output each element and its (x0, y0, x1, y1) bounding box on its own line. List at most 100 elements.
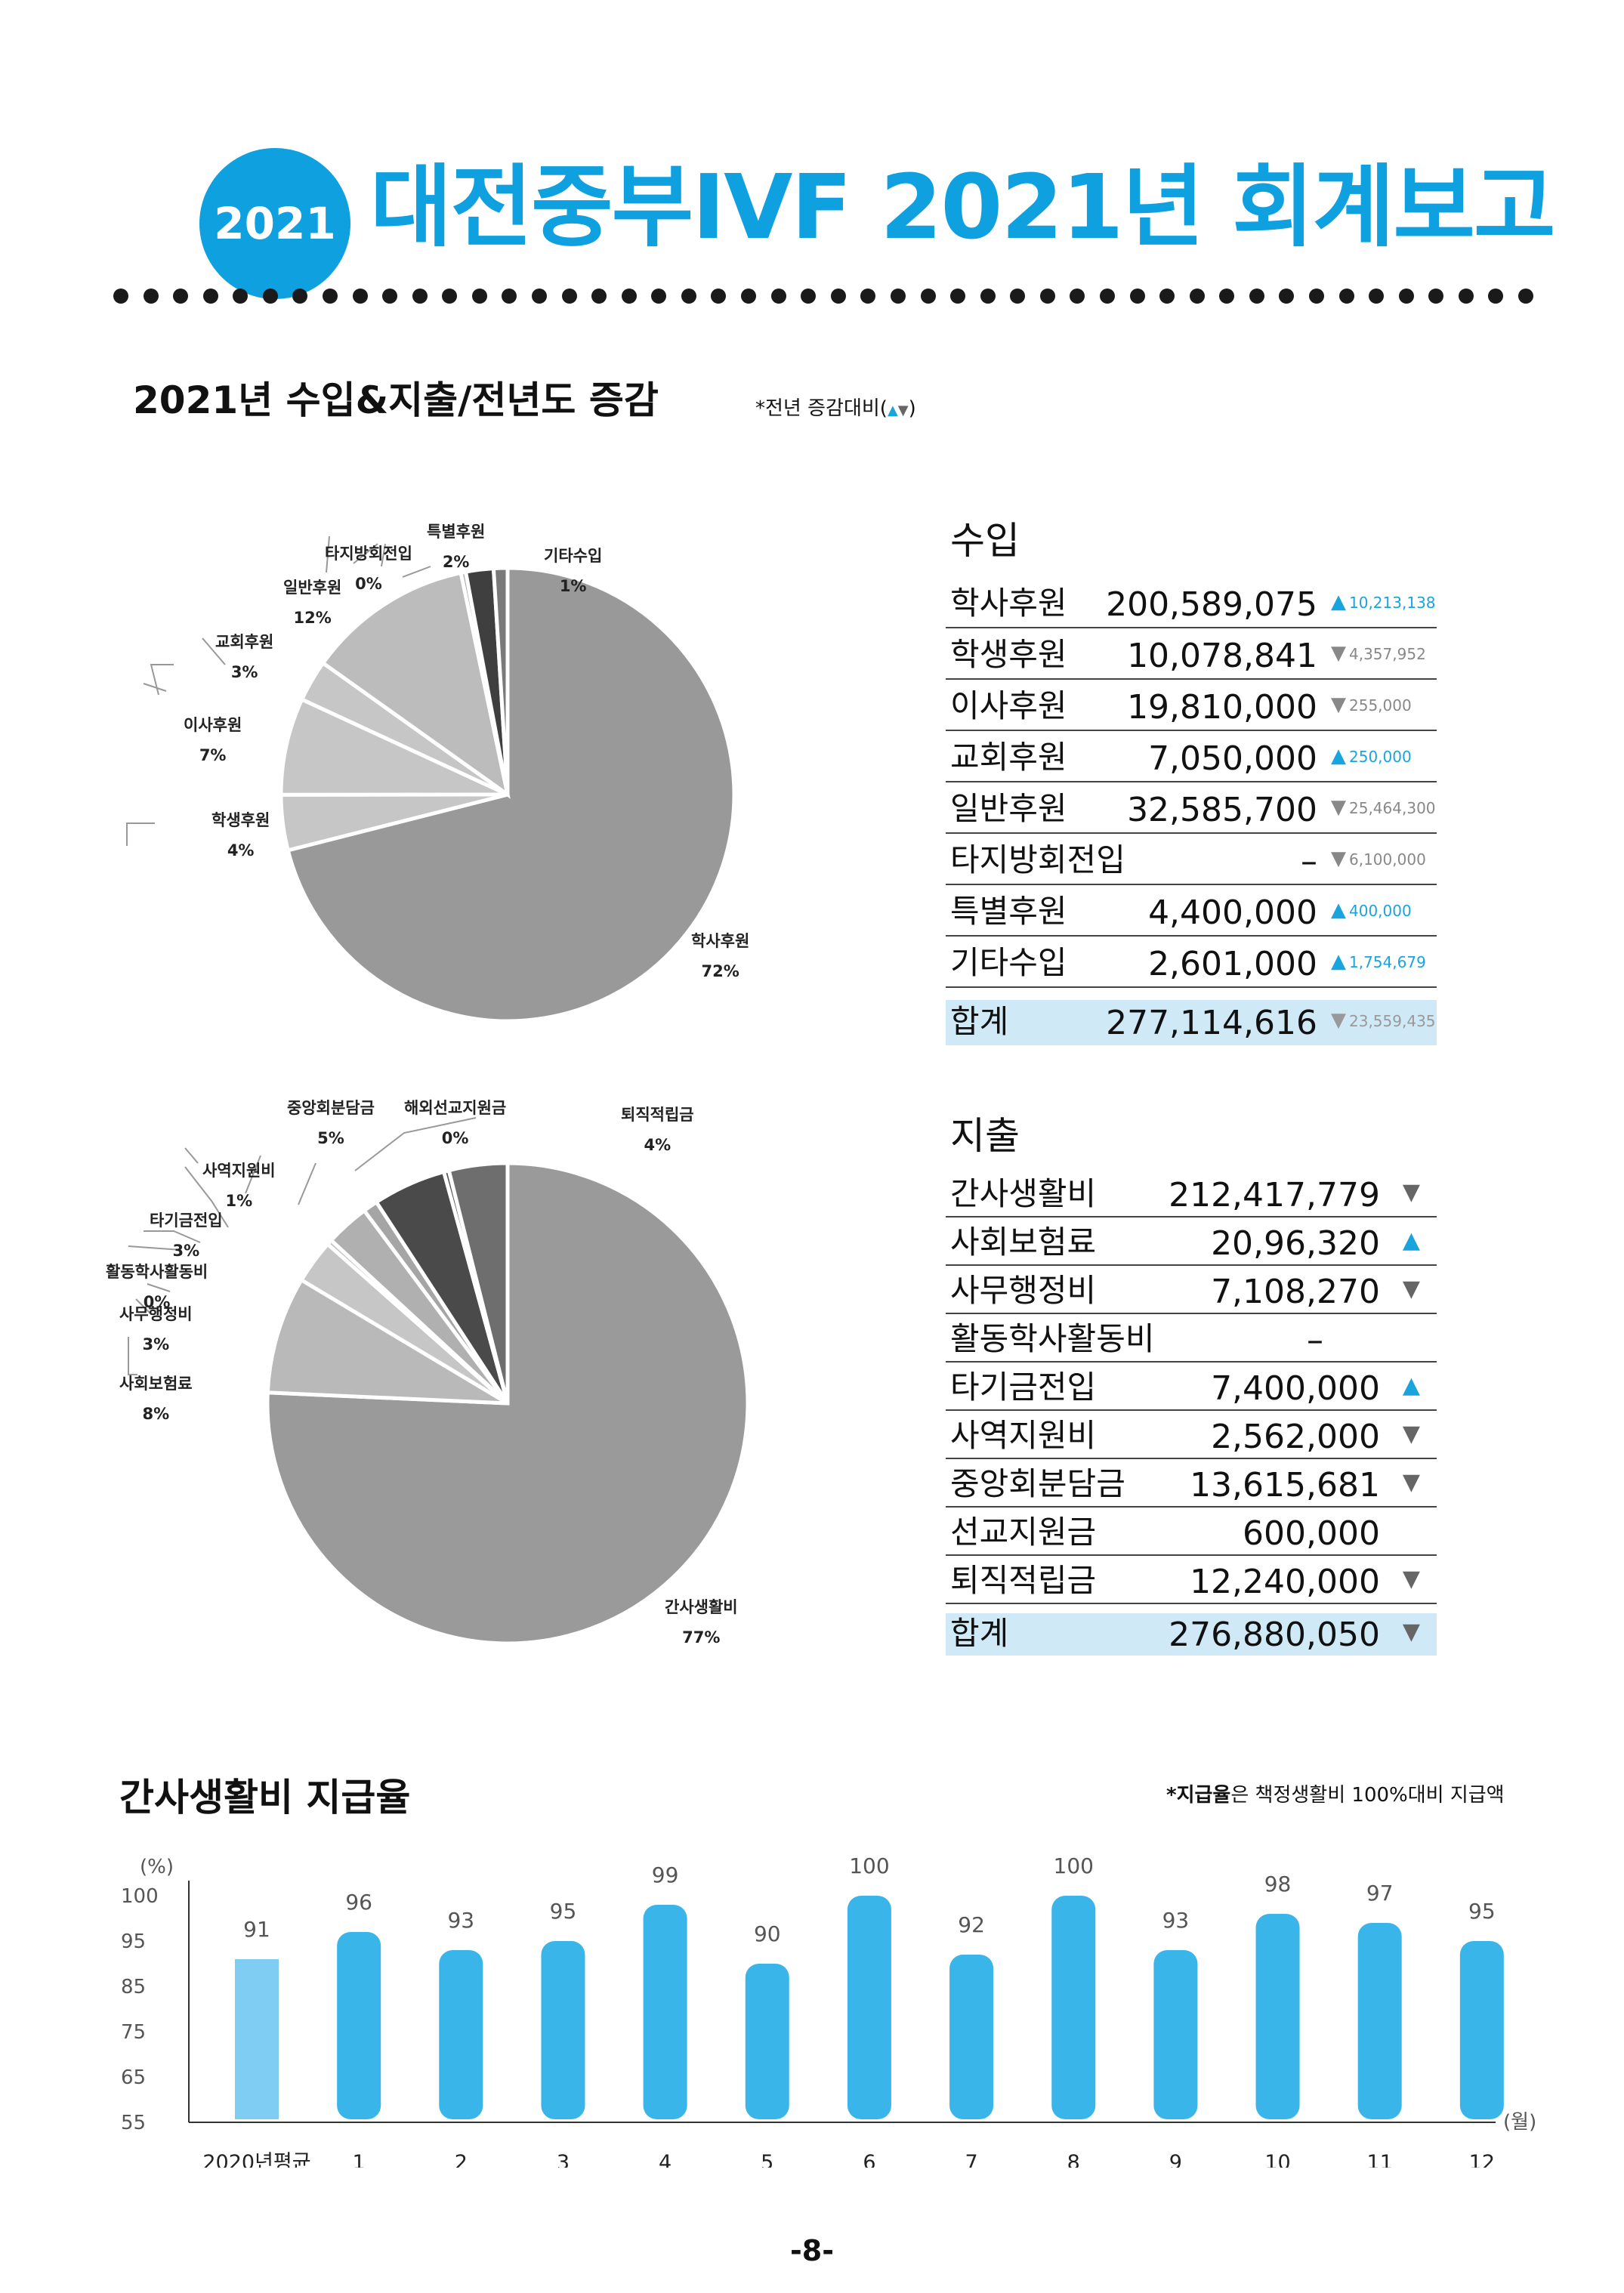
bar (541, 1941, 585, 2119)
income-row-amount: 200,589,075 (1106, 585, 1317, 624)
divider-dot (1488, 289, 1504, 304)
divider-dot (801, 289, 817, 304)
income-row-amount: 32,585,700 (1127, 791, 1317, 829)
expense-row: 사회보험료 20,96,320 ▲ (946, 1217, 1437, 1266)
x-tick-label: 4 (659, 2151, 672, 2168)
x-tick-label: 5 (761, 2151, 773, 2168)
income-row: 학사후원 200,589,075 ▲ 10,213,138 (946, 576, 1437, 628)
pie-label-percent: 8% (142, 1405, 170, 1423)
income-row-label: 학사후원 (950, 585, 1067, 622)
divider-dot (113, 289, 128, 304)
down-triangle-icon: ▼ (1402, 1619, 1420, 1645)
pie-label-percent: 3% (142, 1335, 170, 1353)
expense-pie-chart (128, 1117, 750, 1646)
expense-row: 사역지원비 2,562,000 ▼ (946, 1411, 1437, 1459)
income-row-amount: 19,810,000 (1127, 688, 1317, 727)
down-triangle-icon: ▼ (1402, 1421, 1420, 1447)
income-row-change: 25,464,300 (1349, 799, 1436, 817)
pie-label-name: 학사후원 (691, 932, 750, 950)
divider-dot (1159, 289, 1175, 304)
pie-label: 특별후원 2% (427, 517, 485, 577)
pie-label: 퇴직적립금 4% (621, 1100, 694, 1160)
pie-label: 해외선교지원금 0% (404, 1093, 506, 1153)
divider-dot (1308, 289, 1324, 304)
pie-label-percent: 1% (225, 1192, 253, 1210)
up-triangle-icon: ▲ (1331, 950, 1346, 973)
divider-dot (1428, 289, 1444, 304)
divider-dot (532, 289, 548, 304)
income-row-change: 250,000 (1349, 748, 1412, 766)
bar (745, 1964, 789, 2119)
expense-row-label: 타기금전입 (950, 1369, 1097, 1406)
pie-label-percent: 0% (355, 575, 382, 593)
x-tick-label: 3 (557, 2151, 570, 2168)
x-tick-label: 2 (455, 2151, 468, 2168)
note-suffix: ) (908, 397, 916, 420)
income-total-change-group: ▼ 23,559,435 (1331, 1009, 1436, 1032)
divider-dot (980, 289, 996, 304)
bar-value-label: 95 (550, 1899, 577, 1924)
salary-rate-note: *지급율은 책정생활비 100%대비 지급액 (1166, 1779, 1505, 1807)
down-triangle-icon: ▼ (1331, 642, 1346, 665)
income-row-change: 6,100,000 (1349, 850, 1426, 869)
divider-dot (890, 289, 906, 304)
bar (847, 1896, 891, 2119)
divider-dot (442, 289, 458, 304)
income-row-amount: 7,050,000 (1148, 739, 1317, 778)
expense-heading: 지출 (950, 1114, 1020, 1158)
income-row-change-group: ▲ 250,000 (1331, 745, 1412, 767)
expense-row: 사무행정비 7,108,270 ▼ (946, 1266, 1437, 1314)
pie-label: 교회후원 3% (215, 627, 273, 687)
divider-dot (502, 289, 517, 304)
divider-dot (1279, 289, 1295, 304)
income-row: 일반후원 32,585,700 ▼ 25,464,300 (946, 781, 1437, 834)
divider-dot (352, 289, 368, 304)
pie-label: 일반후원 12% (283, 572, 341, 633)
divider-dot (471, 289, 487, 304)
x-tick-label: 2020년평균 (202, 2151, 310, 2168)
divider-dot (1249, 289, 1264, 304)
divider-dot (741, 289, 757, 304)
income-total-amount: 277,114,616 (1106, 1004, 1317, 1042)
income-heading: 수입 (950, 519, 1020, 563)
up-triangle-icon: ▲ (1331, 745, 1346, 767)
divider-dot (1010, 289, 1026, 304)
divider-dot (173, 289, 189, 304)
bar-value-label: 95 (1468, 1899, 1496, 1924)
bar-value-label: 90 (754, 1921, 781, 1946)
down-triangle-icon: ▼ (1402, 1179, 1420, 1205)
income-row: 학생후원 10,078,841 ▼ 4,357,952 (946, 627, 1437, 680)
pie-label-percent: 4% (227, 841, 255, 859)
down-triangle-icon: ▼ (1331, 847, 1346, 870)
income-row-label: 이사후원 (950, 687, 1067, 724)
pie-label-percent: 3% (172, 1242, 200, 1260)
bar (1357, 1923, 1402, 2119)
leader-line (128, 1337, 137, 1375)
up-triangle-icon: ▲ (1402, 1372, 1420, 1399)
divider-dot (233, 289, 249, 304)
income-row: 이사후원 19,810,000 ▼ 255,000 (946, 678, 1437, 731)
down-triangle-icon: ▼ (1402, 1276, 1420, 1302)
leader-line (402, 566, 431, 578)
down-triangle-icon: ▼ (897, 403, 909, 418)
expense-row: 간사생활비 212,417,779 ▼ (946, 1169, 1437, 1217)
x-tick-label: 7 (965, 2151, 977, 2168)
divider-dot (1129, 289, 1145, 304)
pie-label: 사역지원비 1% (202, 1156, 276, 1216)
income-row-change-group: ▼ 4,357,952 (1331, 642, 1426, 665)
leader-line (184, 1166, 229, 1228)
divider-dot (950, 289, 966, 304)
income-total-row: 합계 277,114,616 ▼ 23,559,435 (946, 1000, 1437, 1045)
expense-total-label: 합계 (950, 1615, 1009, 1652)
income-pie-chart (126, 535, 736, 1023)
pie-label-name: 해외선교지원금 (404, 1099, 507, 1117)
expense-row-amount: 600,000 (1243, 1514, 1380, 1553)
expense-row-label: 중앙회분담금 (950, 1465, 1125, 1502)
divider-dot (621, 289, 637, 304)
pie-label-percent: 2% (442, 553, 470, 571)
expense-row-label: 사무행정비 (950, 1272, 1097, 1309)
up-triangle-icon: ▲ (1331, 899, 1346, 921)
divider-dot (681, 289, 696, 304)
divider-dot (412, 289, 428, 304)
pie-label: 타기금전입 3% (150, 1205, 223, 1266)
